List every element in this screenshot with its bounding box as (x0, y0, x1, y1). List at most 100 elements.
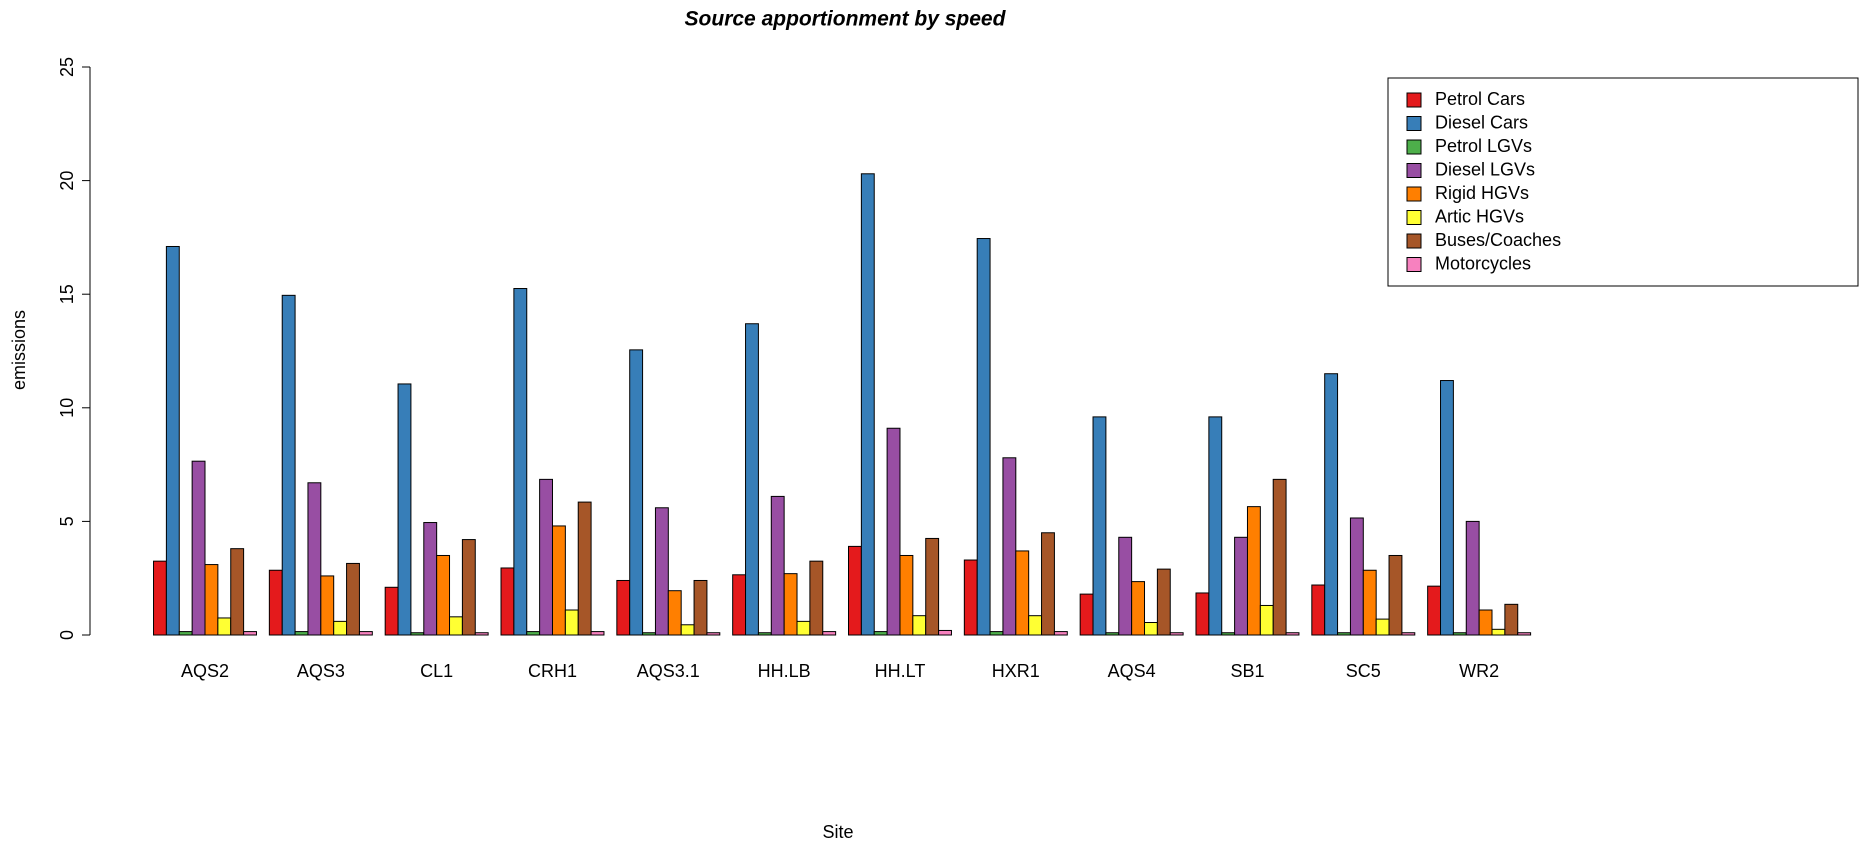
bar (1440, 380, 1454, 636)
x-tick-label: CRH1 (528, 661, 577, 681)
bar (616, 579, 631, 636)
legend-box (1387, 77, 1859, 287)
bar (732, 574, 747, 636)
x-tick-label: AQS4 (1108, 661, 1156, 681)
bar (1465, 520, 1480, 636)
legend-label: Rigid HGVs (1435, 183, 1529, 203)
bar (1427, 585, 1442, 636)
bar (268, 569, 283, 636)
bar (333, 620, 348, 636)
bar (513, 288, 528, 636)
y-tick-label: 25 (57, 57, 77, 77)
bar (1246, 506, 1261, 636)
bar (938, 629, 952, 636)
bar (358, 631, 373, 636)
bar (410, 632, 425, 636)
x-tick-label: HXR1 (992, 661, 1040, 681)
x-tick-label: AQS3 (297, 661, 345, 681)
bar (1375, 618, 1390, 636)
bar (539, 478, 553, 636)
legend-swatch (1406, 163, 1422, 178)
legend-swatch (1406, 92, 1422, 108)
bar (230, 548, 245, 636)
bar (976, 238, 991, 636)
bar (1195, 592, 1210, 636)
legend-label: Motorcycles (1435, 253, 1531, 273)
bar (397, 383, 412, 636)
bar (1504, 603, 1519, 636)
x-tick-label: HH.LB (758, 661, 811, 681)
legend-swatch (1406, 139, 1422, 155)
bar (1259, 604, 1274, 636)
bar (745, 323, 759, 636)
bar (153, 560, 167, 636)
bar (1015, 550, 1030, 636)
bar (809, 560, 824, 636)
legend-label: Artic HGVs (1435, 206, 1524, 226)
bar (346, 562, 360, 636)
bar (436, 554, 451, 636)
bar (281, 294, 296, 636)
bar (963, 559, 978, 636)
legend-label: Petrol Cars (1435, 89, 1525, 109)
bar (1221, 632, 1236, 636)
legend-swatch (1406, 233, 1422, 249)
bar (178, 631, 193, 636)
bar (1131, 581, 1146, 636)
y-tick-label: 15 (57, 284, 77, 304)
bar (654, 507, 669, 636)
legend-label: Diesel LGVs (1435, 159, 1535, 179)
bar (1337, 632, 1351, 636)
bar (642, 632, 656, 636)
bar (449, 616, 463, 636)
bar (1349, 517, 1364, 636)
x-tick-label: HH.LT (875, 661, 926, 681)
legend-label: Diesel Cars (1435, 112, 1528, 132)
bar (1285, 632, 1300, 636)
bar (1452, 632, 1467, 636)
bar (860, 173, 875, 636)
bar (564, 609, 579, 636)
x-axis-title: Site (822, 822, 853, 842)
bar (423, 522, 438, 636)
bar (1144, 622, 1158, 636)
bar (1105, 632, 1120, 636)
bar (474, 632, 489, 636)
bar (667, 590, 682, 636)
bar (1234, 536, 1248, 636)
x-tick-label: AQS3.1 (637, 661, 700, 681)
chart-title: Source apportionment by speed (685, 8, 1007, 31)
legend-label: Petrol LGVs (1435, 136, 1532, 156)
bar (165, 245, 180, 636)
bar (886, 427, 901, 636)
bar (989, 631, 1004, 636)
legend-swatch (1406, 116, 1422, 131)
bar (706, 632, 721, 636)
bar (590, 631, 605, 636)
bar (1362, 569, 1377, 636)
bar (1491, 628, 1506, 636)
bar (1053, 631, 1068, 636)
bar (461, 539, 476, 636)
bar (899, 554, 914, 636)
bar (1208, 416, 1223, 636)
bar (1388, 554, 1403, 636)
bar (384, 586, 399, 636)
y-tick-label: 20 (57, 171, 77, 191)
bar (912, 615, 927, 636)
y-tick-label: 0 (57, 630, 77, 640)
legend-label: Buses/Coaches (1435, 230, 1561, 250)
x-tick-label: AQS2 (181, 661, 229, 681)
bar (500, 567, 515, 636)
bar (1169, 632, 1184, 636)
bar (1002, 457, 1017, 636)
bar (693, 579, 708, 636)
bar (1028, 615, 1043, 636)
bar (1311, 584, 1326, 636)
y-axis-title: emissions (9, 310, 29, 390)
bar (1272, 478, 1287, 636)
bar (191, 460, 206, 636)
legend-swatch (1406, 257, 1422, 272)
bar (1118, 536, 1133, 636)
x-tick-label: WR2 (1459, 661, 1499, 681)
